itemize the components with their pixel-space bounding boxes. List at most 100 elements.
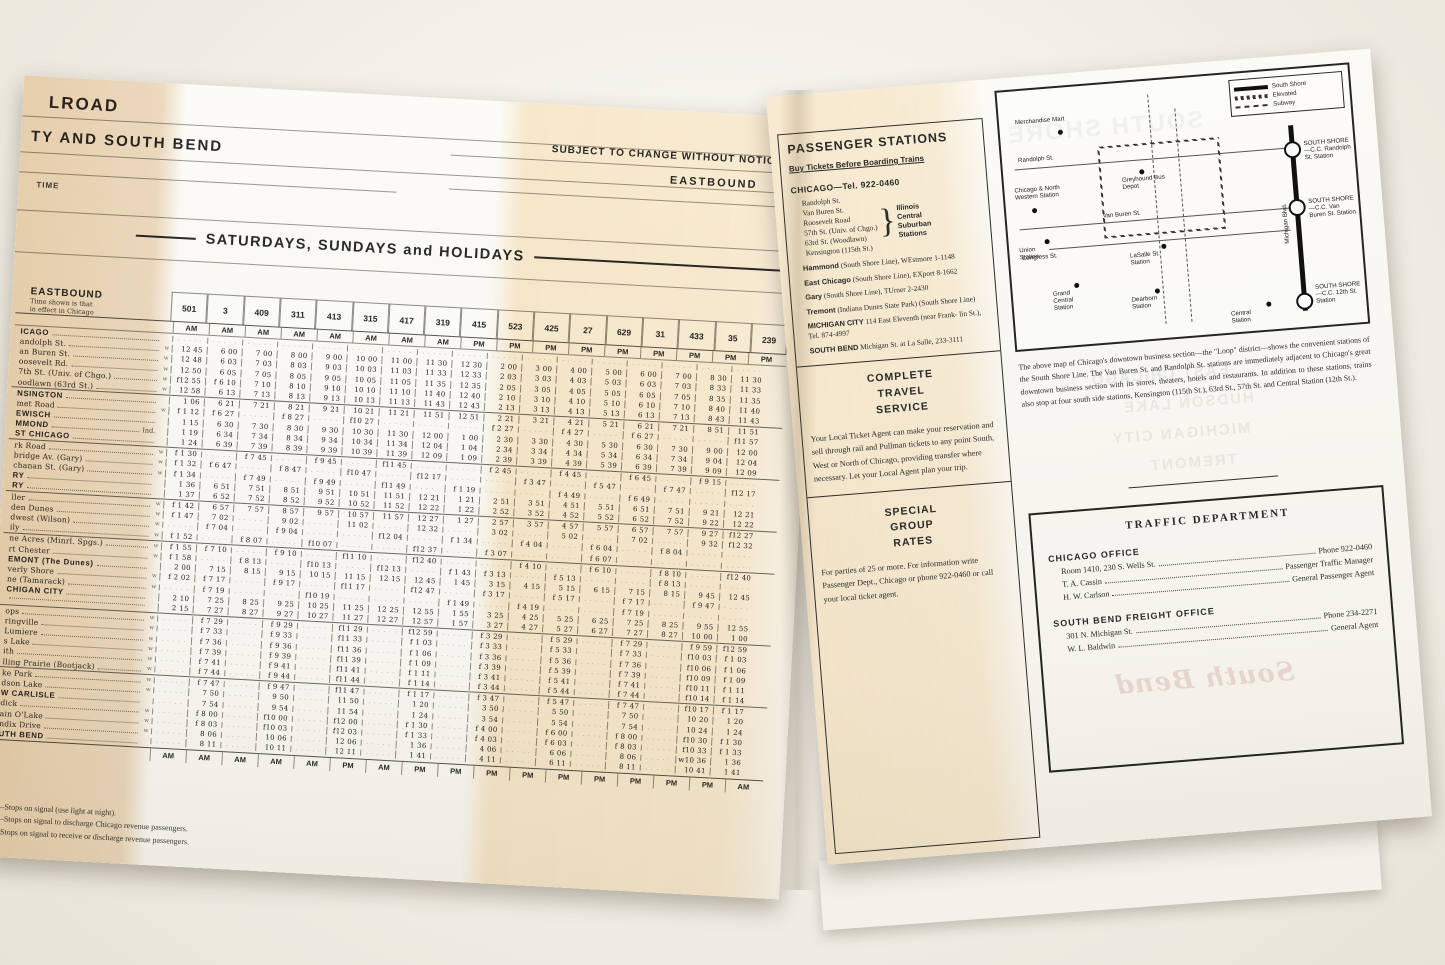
time-cell: 7 52 [233,493,269,504]
time-cell: 5 27 [541,624,578,635]
time-cell: f11 44 [328,674,365,685]
time-cell-empty: . . . . . [438,589,475,597]
header-rule [19,171,397,193]
time-cell-empty: . . . . . [549,480,586,489]
time-cell-empty: . . . . . [364,667,400,676]
time-cell: 2 13 [483,402,520,413]
time-cell-empty: . . . . . [430,743,466,752]
time-cell-empty: . . . . . [172,335,208,344]
person-name: T. A. Cassin [1061,576,1103,590]
flag-symbol: w [164,345,170,352]
time-cell: 7 27 [611,627,648,638]
time-cell-empty: . . . . . [221,722,257,730]
railroad-name-fragment: LROAD [48,92,120,116]
time-cell-empty: . . . . . [661,362,697,371]
map-legend: South Shore Elevated Subway [1228,70,1345,118]
time-cell: 7 39 [236,441,272,452]
legend-label: Subway [1273,98,1296,108]
time-cell: 11 43 [728,416,764,426]
time-cell: 9 27 [262,609,298,619]
map-label: LaSalle St. Station [1129,250,1161,267]
time-cell-empty: . . . . . [153,687,189,696]
time-cell-empty: . . . . . [645,662,681,671]
time-cell-empty: . . . . . [362,709,398,718]
time-cell-empty: . . . . . [569,761,605,770]
time-cell-empty: . . . . . [731,366,767,375]
time-cell-empty: . . . . . [501,716,538,725]
ampm-cell: AM [280,327,317,341]
time-cell-empty: . . . . . [644,682,680,691]
time-cell-empty: . . . . . [305,467,341,476]
time-cell-empty: . . . . . [642,714,678,723]
dot-leader [96,564,147,569]
time-cell-empty: . . . . . [479,487,515,496]
time-cell-empty: . . . . . [360,749,396,758]
time-cell-empty: . . . . . [153,677,189,686]
time-cell-empty: . . . . . [404,566,441,575]
time-cell: 4 13 [553,406,590,417]
travel-service-body: Your Local Ticket Agent can make your re… [810,419,995,484]
ampm-cell: AM [365,759,402,775]
map-label: Randolph St. [1017,154,1054,165]
time-cell-empty: . . . . . [365,657,401,666]
flag-symbol: w [163,355,169,363]
time-cell: 10 13 [344,395,380,406]
map-station-dot [1074,282,1080,289]
time-cell: 3 39 [515,456,552,467]
time-cell-empty: . . . . . [225,649,261,658]
flag-symbol [150,566,160,567]
time-label: TIME [36,180,60,191]
time-cell: f 8 07 [231,534,267,545]
time-cell-empty: . . . . . [302,519,338,528]
time-cell-empty: . . . . . [242,339,278,348]
time-cell-empty: . . . . . [333,593,369,602]
flag-symbol: w [162,386,168,393]
time-cell: 3 52 [513,508,549,519]
map-station-dot [1154,288,1161,294]
time-cell: 3 13 [518,404,555,415]
service-days-banner: SATURDAYS, SUNDAYS and HOLIDAYS [135,228,794,280]
ampm-cell: PM [652,774,690,790]
time-cell: 10 27 [297,610,333,621]
station-name: ller [11,491,26,502]
flag-symbol [157,431,167,432]
time-cell-empty: . . . . . [340,459,376,468]
time-cell-empty: . . . . . [299,581,335,590]
time-cell-empty: . . . . . [581,534,618,543]
flag-symbol: w [152,553,159,560]
ampm-cell: AM [244,325,282,339]
map-label: Central Station [1230,309,1252,325]
flag-symbol: w [163,366,169,373]
time-cell: f 1 14 [398,678,435,689]
banner-rule-right [534,256,784,272]
ampm-cell: AM [149,747,187,763]
time-cell-empty: . . . . . [444,475,481,483]
ic-brace-label: Illinois Central Suburban Stations [896,200,932,239]
south-shore-station-label: SOUTH SHORE—C.C. Van Buren St. Station [1307,194,1357,220]
time-cell-empty: . . . . . [336,531,373,540]
time-cell-empty: . . . . . [720,562,756,571]
time-cell-empty: . . . . . [689,498,725,507]
south-shore-station-label: SOUTH SHORE—C.C. Randolph St. Station [1303,136,1352,162]
time-cell-empty: . . . . . [508,592,544,601]
time-cell: 1 57 [437,618,473,629]
time-cell-empty: . . . . . [570,740,607,749]
train-number-cell: 31 [641,317,680,349]
travel-service-section: COMPLETE TRAVEL SERVICE Your Local Ticke… [806,362,1002,486]
passenger-info-page: SOUTH SHORE EAST CHICAGO HUDSON LAKE MICHIG… [766,48,1432,865]
flag-symbol: w [143,728,149,735]
time-cell: 1 37 [163,489,200,500]
time-cell-empty: . . . . . [436,640,472,649]
time-cell-empty: . . . . . [311,343,348,352]
time-cell-empty: . . . . . [502,706,538,715]
time-cell-empty: . . . . . [226,619,263,628]
group-rates-body: For parties of 25 or more. For informati… [821,555,994,605]
time-cell-empty: . . . . . [370,554,406,563]
time-cell-empty: . . . . . [152,697,188,706]
time-cell: 8 52 [268,495,304,506]
time-cell-empty: . . . . . [682,612,719,621]
ampm-cell: PM [747,352,785,366]
time-cell-empty: . . . . . [619,484,656,493]
ampm-cell: PM [329,757,366,773]
flag-symbol: w [149,625,155,632]
